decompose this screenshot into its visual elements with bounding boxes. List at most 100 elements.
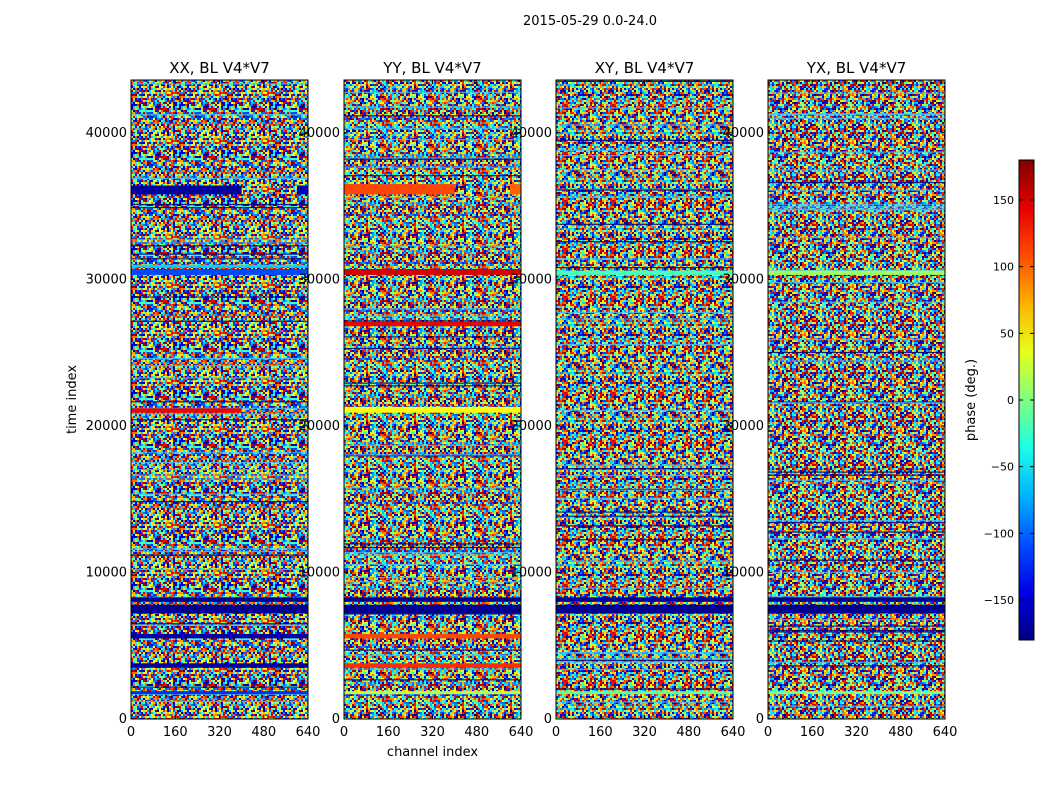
heatmap-stripe [556, 223, 733, 225]
x-tick-label: 0 [764, 725, 772, 740]
heatmap-stripe [344, 554, 521, 556]
heatmap-stripe [344, 654, 521, 657]
heatmap-stripe [768, 665, 945, 667]
heatmap-stripe [131, 568, 308, 570]
heatmap-stripe [344, 166, 521, 168]
x-tick-label: 320 [420, 725, 445, 740]
heatmap-band [344, 321, 521, 327]
heatmap-stripe [131, 700, 308, 703]
y-tick-label: 30000 [86, 272, 127, 287]
heatmap-stripe [556, 489, 733, 491]
heatmap-stripe [131, 203, 308, 206]
colorbar: 150 100 50 0 −50 −100 −150 phase (deg.) [964, 159, 1035, 641]
heatmap-noise [556, 80, 733, 719]
phase-panel-1: XX, BL V4*V7 0 160 320 480 640 0 10000 20000 3000… [65, 59, 320, 740]
heatmap-band [344, 597, 521, 602]
heatmap-stripe [556, 468, 733, 470]
heatmap-stripe [131, 550, 308, 553]
heatmap-stripe [768, 182, 945, 184]
heatmap-stripe [344, 106, 521, 108]
heatmap-stripe [768, 520, 945, 522]
x-tick-label: 160 [163, 725, 188, 740]
heatmap-stripe [131, 693, 308, 695]
heatmap-noise [768, 80, 945, 719]
x-tick-label: 640 [296, 725, 321, 740]
heatmap-stripe [768, 208, 945, 210]
heatmap-stripe [768, 479, 945, 481]
heatmap-band [131, 604, 308, 614]
heatmap-stripe [131, 469, 308, 471]
heatmap-stripe [556, 169, 733, 171]
heatmap-stripe [556, 701, 733, 703]
heatmap-band [556, 270, 733, 275]
heatmap-band [556, 691, 733, 695]
x-tick-label: 480 [251, 725, 276, 740]
heatmap-stripe [131, 478, 308, 480]
heatmap-stripe [344, 543, 521, 545]
heatmap-stripe [344, 649, 521, 651]
heatmap-band [344, 691, 521, 695]
heatmap-stripe [131, 253, 308, 255]
heatmap-stripe [344, 157, 521, 159]
heatmap-stripe [556, 266, 733, 269]
panel-title: XX, BL V4*V7 [169, 59, 270, 77]
heatmap-stripe [344, 175, 521, 177]
heatmap-stripe [131, 474, 308, 476]
heatmap-stripe [131, 238, 308, 240]
x-tick-label: 640 [509, 725, 534, 740]
heatmap-stripe [556, 188, 733, 190]
colorbar-tick-label: −50 [991, 461, 1014, 474]
heatmap-stripe [344, 563, 521, 565]
y-tick-label: 30000 [511, 272, 552, 287]
heatmap-band [344, 633, 521, 639]
heatmap-stripe [556, 464, 733, 466]
heatmap-stripe [556, 155, 733, 157]
heatmap-stripe [768, 114, 945, 116]
y-tick-label: 40000 [511, 126, 552, 141]
heatmap-stripe [344, 385, 521, 387]
x-tick-label: 160 [376, 725, 401, 740]
heatmap-stripe [556, 189, 733, 191]
heatmap-stripe [556, 139, 733, 141]
heatmap-stripe [131, 177, 308, 180]
y-tick-label: 20000 [299, 419, 340, 434]
y-tick-label: 10000 [511, 565, 552, 580]
heatmap-band [556, 597, 733, 602]
heatmap-stripe [768, 338, 945, 341]
y-tick-label: 20000 [86, 419, 127, 434]
heatmap-stripe [556, 688, 733, 690]
heatmap-stripe [768, 360, 945, 362]
heatmap-stripe [768, 661, 945, 663]
x-tick-label: 640 [933, 725, 958, 740]
heatmap-stripe [131, 206, 308, 209]
heatmap-stripe [131, 365, 308, 367]
heatmap-band [768, 597, 945, 602]
x-tick-label: 640 [721, 725, 746, 740]
heatmap-stripe [768, 92, 945, 94]
y-tick-label: 40000 [723, 126, 764, 141]
heatmap-band [131, 264, 308, 268]
heatmap-stripe [768, 401, 945, 403]
y-tick-label: 40000 [86, 126, 127, 141]
y-tick-label: 10000 [723, 565, 764, 580]
heatmap-stripe [344, 320, 521, 322]
heatmap-stripe [768, 301, 945, 303]
heatmap-stripe [344, 245, 521, 247]
heatmap-band [768, 270, 945, 275]
heatmap-stripe [768, 596, 945, 598]
heatmap-stripe [556, 474, 733, 477]
heatmap-stripe [344, 613, 521, 615]
heatmap-stripe [768, 281, 945, 284]
heatmap-stripe [556, 539, 733, 541]
y-tick-label: 10000 [299, 565, 340, 580]
x-tick-label: 0 [127, 725, 135, 740]
heatmap-stripe [556, 658, 733, 660]
heatmap-stripe [556, 511, 733, 513]
heatmap-stripe [344, 315, 521, 317]
heatmap-stripe [344, 679, 521, 681]
heatmap-stripe [556, 652, 733, 654]
heatmap-stripe [556, 668, 733, 671]
heatmap-band [344, 663, 521, 668]
x-tick-label: 320 [632, 725, 657, 740]
heatmap-stripe [131, 245, 308, 247]
